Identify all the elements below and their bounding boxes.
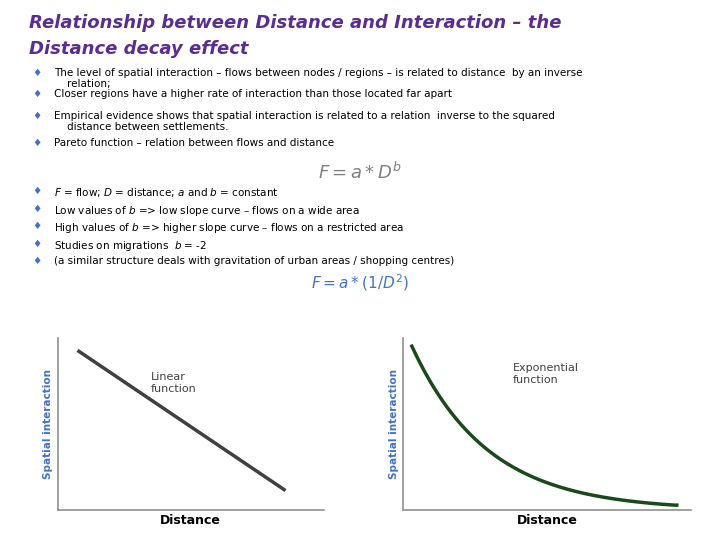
Text: Empirical evidence shows that spatial interaction is related to a relation  inve: Empirical evidence shows that spatial in… <box>54 111 555 132</box>
Text: ♦: ♦ <box>32 111 42 121</box>
Text: ♦: ♦ <box>32 221 42 232</box>
Text: ♦: ♦ <box>32 256 42 266</box>
Text: Closer regions have a higher rate of interaction than those located far apart: Closer regions have a higher rate of int… <box>54 89 452 99</box>
Text: Pareto function – relation between flows and distance: Pareto function – relation between flows… <box>54 138 334 148</box>
Y-axis label: Spatial interaction: Spatial interaction <box>389 369 399 479</box>
Text: Distance decay effect: Distance decay effect <box>29 40 248 58</box>
X-axis label: Distance: Distance <box>161 515 221 528</box>
Text: Linear
function: Linear function <box>151 372 197 394</box>
Text: $F = a*D^b$: $F = a*D^b$ <box>318 162 402 183</box>
Text: $F$ = flow; $D$ = distance; $a$ and $b$ = constant: $F$ = flow; $D$ = distance; $a$ and $b$ … <box>54 186 279 199</box>
Text: ♦: ♦ <box>32 138 42 148</box>
Text: ♦: ♦ <box>32 89 42 99</box>
Text: Low values of $b$ => low slope curve – flows on a wide area: Low values of $b$ => low slope curve – f… <box>54 204 360 218</box>
Text: Exponential
function: Exponential function <box>513 363 579 385</box>
Text: ♦: ♦ <box>32 186 42 197</box>
X-axis label: Distance: Distance <box>517 515 577 528</box>
Text: ♦: ♦ <box>32 68 42 78</box>
Text: Studies on migrations  $b$ = -2: Studies on migrations $b$ = -2 <box>54 239 207 253</box>
Text: $F = a*(1/D^2)$: $F = a*(1/D^2)$ <box>311 273 409 293</box>
Text: ♦: ♦ <box>32 204 42 214</box>
Text: ♦: ♦ <box>32 239 42 249</box>
Text: Relationship between Distance and Interaction – the: Relationship between Distance and Intera… <box>29 14 562 31</box>
Y-axis label: Spatial interaction: Spatial interaction <box>43 369 53 479</box>
Text: High values of $b$ => higher slope curve – flows on a restricted area: High values of $b$ => higher slope curve… <box>54 221 404 235</box>
Text: The level of spatial interaction – flows between nodes / regions – is related to: The level of spatial interaction – flows… <box>54 68 582 89</box>
Text: (a similar structure deals with gravitation of urban areas / shopping centres): (a similar structure deals with gravitat… <box>54 256 454 266</box>
